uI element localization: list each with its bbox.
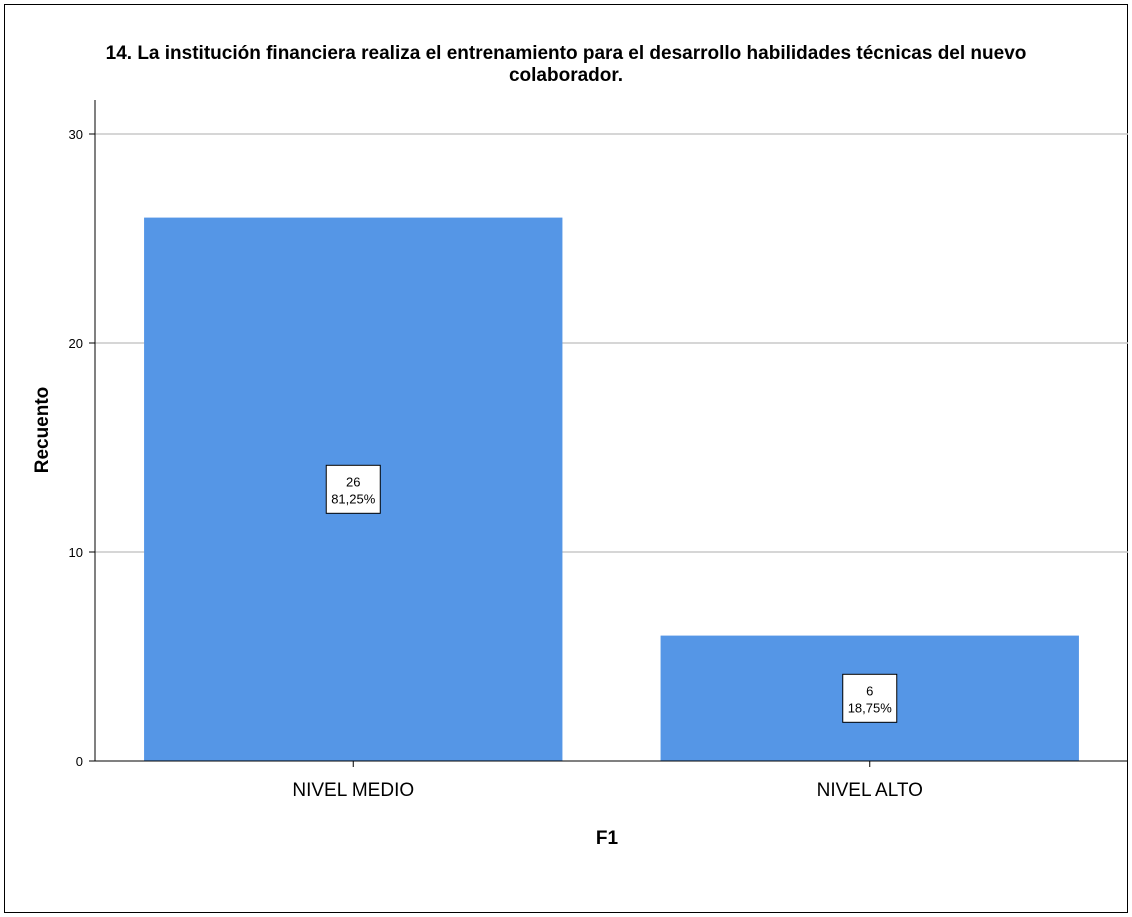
y-tick-label-10: 10 <box>69 545 83 560</box>
y-tick-label-0: 0 <box>76 754 83 769</box>
y-tick-label-30: 30 <box>69 127 83 142</box>
data-label-count-nivel-alto: 6 <box>866 683 873 698</box>
x-axis-label: F1 <box>596 828 619 849</box>
data-label-box-nivel-medio <box>325 464 381 514</box>
x-category-label-nivel-medio: NIVEL MEDIO <box>292 780 414 801</box>
data-label-percent-nivel-medio: 81,25% <box>331 491 376 506</box>
data-labels: 26 81,25% 6 18,75% <box>325 464 898 723</box>
data-label-count-nivel-medio: 26 <box>346 474 360 489</box>
y-axis-label: Recuento <box>32 387 53 474</box>
chart-title-line-2: colaborador. <box>509 65 623 86</box>
x-category-label-nivel-alto: NIVEL ALTO <box>817 780 923 801</box>
data-label-percent-nivel-alto: 18,75% <box>848 700 893 715</box>
x-axis-categories: NIVEL MEDIO NIVEL ALTO <box>292 761 923 801</box>
data-label-box-nivel-alto <box>842 673 898 723</box>
bars <box>144 217 1079 762</box>
y-tick-label-20: 20 <box>69 336 83 351</box>
chart-title-line-1: 14. La institución financiera realiza el… <box>106 43 1027 64</box>
y-axis-ticks: 0 10 20 30 <box>69 127 95 769</box>
